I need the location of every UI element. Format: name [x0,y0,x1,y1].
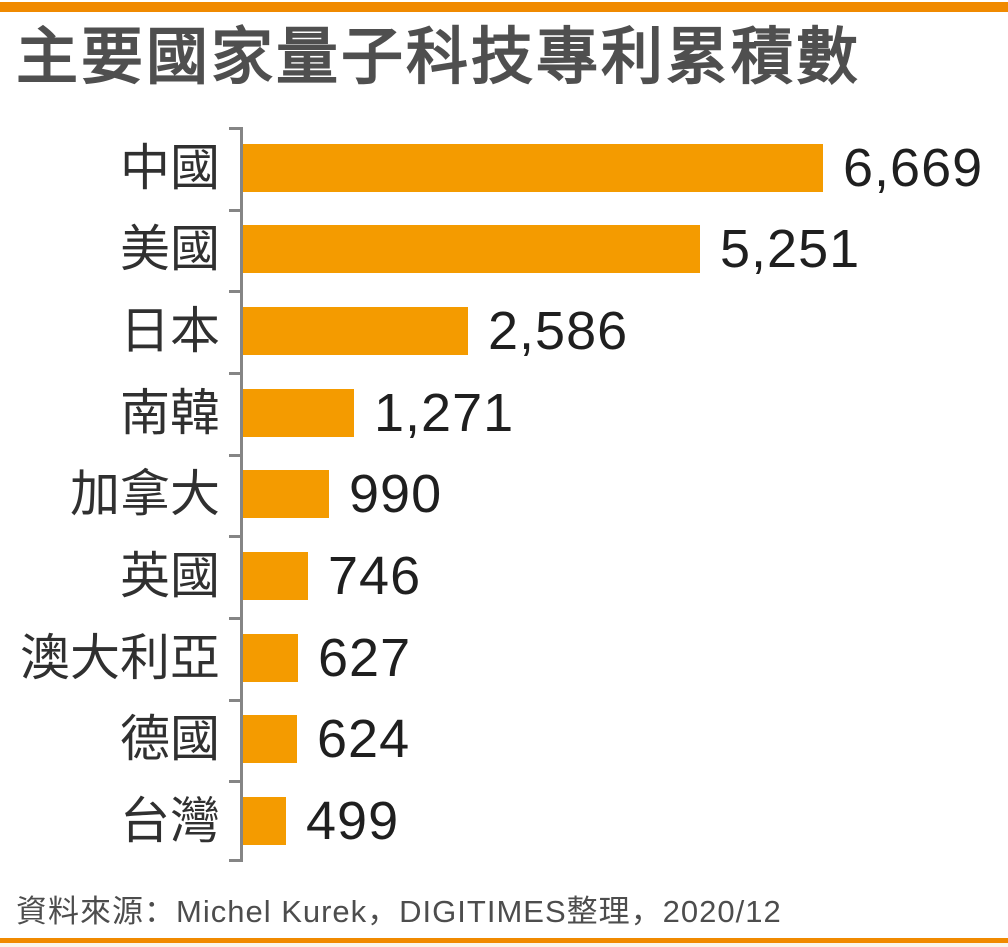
category-label: 德國 [120,711,220,768]
bar [243,225,700,274]
axis-tick [229,453,240,457]
chart-row: 中國 6,669 [0,127,1008,209]
y-axis-line [240,127,243,862]
bar [243,388,354,437]
bar [243,470,329,519]
bottom-accent-line [0,938,1008,943]
chart-row: 澳大利亞 627 [0,617,1008,699]
value-label: 2,586 [488,301,629,362]
source-caption: 資料來源：Michel Kurek，DIGITIMES整理，2020/12 [16,894,782,929]
top-accent-bar [0,2,1008,12]
chart-row: 南韓 1,271 [0,372,1008,454]
bar [243,143,823,192]
category-label: 美國 [120,221,220,278]
axis-tick [229,535,240,539]
value-label: 627 [318,627,412,688]
category-label: 南韓 [120,384,220,441]
category-label: 中國 [120,139,220,196]
bar [243,797,286,846]
axis-tick [229,780,240,784]
chart-row: 英國 746 [0,535,1008,617]
chart-row: 德國 624 [0,699,1008,781]
bottom-margin-strip [0,943,1008,947]
bar [243,715,297,764]
value-label: 990 [349,464,443,525]
chart-row: 日本 2,586 [0,290,1008,372]
axis-tick [229,371,240,375]
value-label: 5,251 [720,219,861,280]
value-label: 746 [328,546,422,607]
bar [243,633,298,682]
value-label: 624 [317,709,411,770]
category-label: 澳大利亞 [20,629,220,686]
axis-tick [229,859,240,862]
chart-title: 主要國家量子科技專利累積數 [16,23,862,92]
bar-chart: 中國 6,669 美國 5,251 日本 2,586 南韓 1,271 加拿大 990 英國 746 澳… [0,127,1008,862]
chart-row: 台灣 499 [0,780,1008,862]
axis-tick [229,698,240,702]
category-label: 日本 [120,303,220,360]
bar [243,552,308,601]
value-label: 6,669 [843,137,984,198]
category-label: 英國 [120,548,220,605]
chart-rows: 中國 6,669 美國 5,251 日本 2,586 南韓 1,271 加拿大 990 英國 746 澳… [0,127,1008,862]
axis-tick [229,208,240,212]
axis-tick [229,290,240,294]
category-label: 加拿大 [70,466,220,523]
category-label: 台灣 [120,793,220,850]
value-label: 1,271 [374,382,515,443]
axis-tick [229,616,240,620]
value-label: 499 [306,791,400,852]
bar [243,307,468,356]
chart-row: 加拿大 990 [0,454,1008,536]
axis-tick [229,127,240,130]
chart-row: 美國 5,251 [0,209,1008,291]
